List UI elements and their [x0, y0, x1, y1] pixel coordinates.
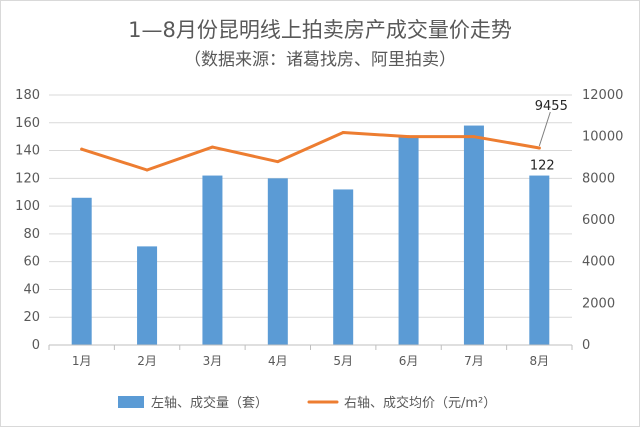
chart-subtitle: （数据来源：诸葛找房、阿里拍卖）	[184, 50, 456, 70]
legend-label-line: 右轴、成交均价（元/m²）	[344, 395, 496, 411]
axes: 0 20 40 60 80 100 120 140 160 180 0 2000 4000 6000 800…	[15, 88, 623, 368]
y-right-tick-label: 12000	[582, 88, 623, 103]
y-left-tick-label: 0	[32, 338, 40, 353]
line-series-path	[80, 131, 541, 172]
bar	[463, 125, 484, 345]
y-right-tick-label: 0	[582, 338, 590, 353]
line-series	[80, 131, 541, 172]
bar	[529, 175, 550, 345]
x-category-label: 7月	[464, 354, 484, 368]
chart-title: 1—8月份昆明线上拍卖房产成交量价走势	[128, 18, 512, 42]
y-left-tick-label: 140	[15, 144, 40, 159]
line-point	[537, 146, 541, 150]
bar	[267, 178, 288, 345]
x-category-label: 2月	[137, 354, 157, 368]
bar-series	[71, 125, 550, 345]
data-label-leader	[538, 111, 551, 147]
line-point	[276, 160, 280, 164]
line-point	[145, 168, 149, 172]
y-left-tick-label: 80	[23, 227, 40, 242]
data-label-price: 9455	[535, 99, 568, 114]
y-left-tick-label: 40	[23, 282, 40, 297]
y-left-tick-label: 120	[15, 171, 40, 186]
y-left-tick-label: 180	[15, 88, 40, 103]
x-category-label: 1月	[72, 354, 92, 368]
line-point	[341, 131, 345, 134]
gridlines	[49, 94, 572, 318]
data-labels: 9455 122	[530, 99, 568, 174]
x-category-label: 4月	[268, 354, 288, 368]
x-category-label: 5月	[333, 354, 353, 368]
y-left-tick-label: 60	[23, 255, 40, 270]
bar	[333, 189, 354, 345]
line-point	[407, 135, 411, 139]
data-label-volume: 122	[530, 159, 555, 174]
y-right-tick-label: 6000	[582, 213, 615, 228]
y-right-tick-label: 10000	[582, 130, 623, 145]
y-left-tick-label: 160	[15, 116, 40, 131]
bar	[202, 175, 223, 345]
y-right-tick-label: 4000	[582, 255, 615, 270]
y-right-tick-label: 2000	[582, 296, 615, 311]
bar	[398, 136, 419, 345]
legend-label-bar: 左轴、成交量（套）	[151, 395, 268, 411]
line-point	[80, 147, 84, 151]
y-left-tick-label: 20	[23, 310, 40, 325]
x-category-label: 8月	[529, 354, 549, 368]
legend: 左轴、成交量（套） 右轴、成交均价（元/m²）	[118, 395, 496, 411]
x-category-label: 3月	[203, 354, 223, 368]
y-right-tick-label: 8000	[582, 171, 615, 186]
y-left-tick-label: 100	[15, 199, 40, 214]
x-category-label: 6月	[399, 354, 419, 368]
bar	[71, 197, 92, 345]
line-point	[210, 145, 214, 149]
bar	[137, 246, 158, 345]
line-point	[472, 135, 476, 139]
legend-swatch-bar	[118, 396, 144, 408]
